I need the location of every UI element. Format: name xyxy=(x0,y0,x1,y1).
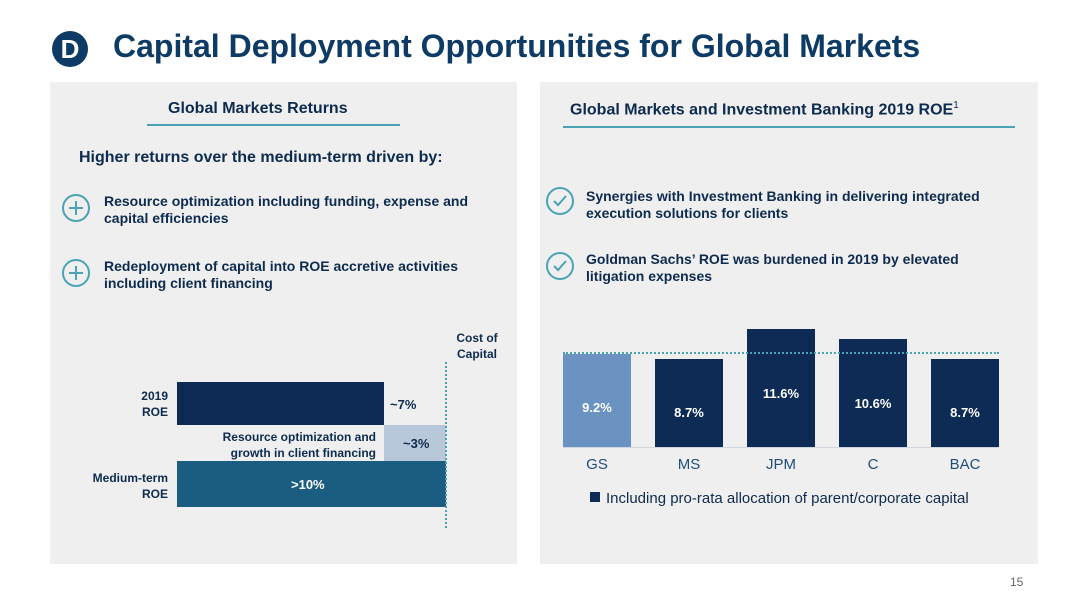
x-tick-label: C xyxy=(867,456,879,473)
plus-icon xyxy=(62,259,90,287)
left-bullet-2-line1: Redeployment of capital into ROE accreti… xyxy=(104,258,458,274)
roe-2019-value: ~7% xyxy=(390,397,417,412)
medium-term-line1: Medium-term xyxy=(92,471,168,485)
cost-of-capital-line1: Cost of xyxy=(456,331,498,345)
right-bullet-2: Goldman Sachs’ ROE was burdened in 2019 … xyxy=(586,251,1026,285)
medium-term-roe-label: Medium-term ROE xyxy=(70,470,168,502)
left-subheading: Higher returns over the medium-term driv… xyxy=(79,149,443,166)
legend-text: Including pro-rata allocation of parent/… xyxy=(606,490,969,507)
bar-value-label: 8.7% xyxy=(950,404,980,420)
bar-bac xyxy=(931,358,999,447)
cost-of-capital-label: Cost of Capital xyxy=(440,330,514,362)
check-icon xyxy=(546,187,574,215)
plus-icon xyxy=(62,194,90,222)
bar-gs xyxy=(563,353,631,447)
roe-2019-bar xyxy=(177,382,384,425)
left-bullet-1: Resource optimization including funding,… xyxy=(104,193,504,227)
bar-value-label: 11.6% xyxy=(762,386,800,402)
bar-jpm xyxy=(747,329,815,447)
x-tick-label: BAC xyxy=(949,456,981,473)
right-title-underline xyxy=(563,126,1015,128)
gs-reference-line xyxy=(563,351,999,354)
resource-optimization-bar xyxy=(384,425,446,461)
right-bullet-2-line1: Goldman Sachs’ ROE was burdened in 2019 … xyxy=(586,251,959,267)
bar-value-label: 9.2% xyxy=(582,399,612,415)
bar-ms xyxy=(655,358,723,447)
roe-2019-line1: 2019 xyxy=(141,389,168,403)
chart-baseline xyxy=(563,447,999,448)
bar-c xyxy=(839,339,907,447)
medium-term-roe-bar xyxy=(177,461,446,507)
x-tick-label: MS xyxy=(677,456,701,473)
legend-swatch xyxy=(590,492,600,502)
resource-optimization-line1: Resource optimization and xyxy=(222,430,376,444)
bar-value-label: 10.6% xyxy=(854,396,892,412)
medium-term-roe-value: >10% xyxy=(291,477,325,492)
resource-optimization-value: ~3% xyxy=(403,436,430,451)
cost-of-capital-line xyxy=(445,362,447,528)
x-tick-label: GS xyxy=(586,456,608,473)
left-bullet-2-line2: including client financing xyxy=(104,275,273,291)
footnote-marker: 1 xyxy=(953,100,959,111)
right-panel-title: Global Markets and Investment Banking 20… xyxy=(570,100,959,119)
roe-2019-label: 2019 ROE xyxy=(110,388,168,420)
bar-value-label: 8.7% xyxy=(674,404,704,420)
right-bullet-1-line2: execution solutions for clients xyxy=(586,205,789,221)
medium-term-line2: ROE xyxy=(141,487,168,501)
left-panel-title: Global Markets Returns xyxy=(168,100,348,117)
right-panel xyxy=(540,82,1038,564)
left-title-underline xyxy=(147,124,400,126)
resource-optimization-label: Resource optimization and growth in clie… xyxy=(176,429,376,461)
section-badge: D xyxy=(52,31,88,67)
cost-of-capital-line2: Capital xyxy=(456,347,497,361)
left-bullet-1-line1: Resource optimization including funding,… xyxy=(104,193,469,209)
page-number: 15 xyxy=(1010,575,1024,589)
roe-2019-line2: ROE xyxy=(141,405,168,419)
right-bullet-1-line1: Synergies with Investment Banking in del… xyxy=(586,188,980,204)
page-title: Capital Deployment Opportunities for Glo… xyxy=(113,28,921,64)
resource-optimization-line2: growth in client financing xyxy=(230,446,376,460)
left-bullet-2: Redeployment of capital into ROE accreti… xyxy=(104,258,504,292)
x-tick-label: JPM xyxy=(766,456,796,473)
left-bullet-1-line2: capital efficiencies xyxy=(104,210,229,226)
right-bullet-2-line2: litigation expenses xyxy=(586,268,713,284)
right-panel-title-text: Global Markets and Investment Banking 20… xyxy=(570,101,954,119)
check-icon xyxy=(546,252,574,280)
right-bullet-1: Synergies with Investment Banking in del… xyxy=(586,188,1026,222)
